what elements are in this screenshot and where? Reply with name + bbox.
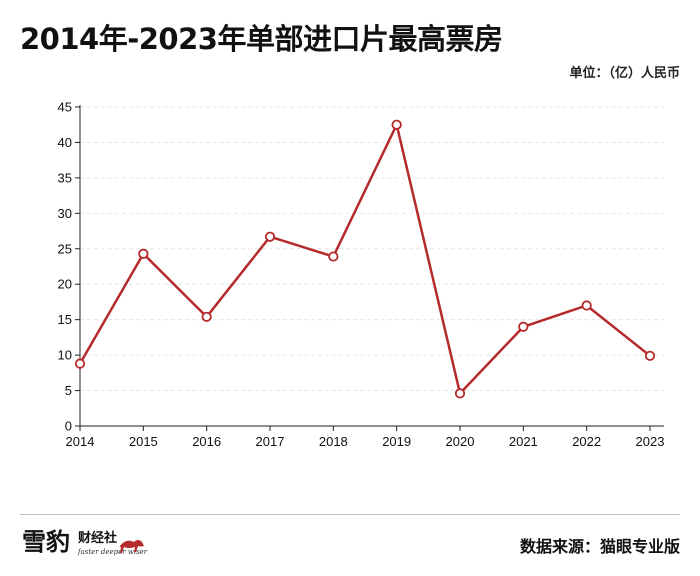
data-point-2019 — [391, 119, 402, 130]
x-tick-label: 2020 — [446, 434, 475, 449]
series-polyline — [78, 123, 651, 395]
x-tick-label: 2014 — [66, 434, 95, 449]
data-point-2021 — [518, 321, 529, 332]
y-tick-label: 30 — [58, 206, 72, 221]
logo-big-text: 雪豹 — [22, 527, 70, 556]
data-point-2016 — [201, 311, 212, 322]
unit-label: 单位：（亿）人民币 — [569, 66, 680, 81]
data-point-2017 — [264, 231, 276, 242]
y-tick-label: 20 — [58, 277, 72, 292]
y-tick-label: 45 — [58, 100, 72, 115]
data-source: 数据来源：猫眼专业版 — [519, 537, 680, 556]
series-line — [78, 123, 651, 395]
logo-tagline: faster deeper wiser — [77, 548, 148, 556]
data-points — [74, 119, 656, 399]
y-tick-label: 10 — [58, 348, 72, 363]
y-tick-label: 35 — [58, 170, 72, 185]
data-point-2020 — [454, 388, 466, 399]
chart-title: 2014年-2023年单部进口片最高票房 — [20, 22, 503, 56]
x-tick-label: 2015 — [129, 434, 158, 449]
y-tick-label: 15 — [58, 312, 72, 327]
y-tick-label: 25 — [58, 241, 72, 256]
grid-lines — [80, 106, 664, 392]
logo-small-text: 财经社 — [78, 530, 117, 546]
logo: 雪豹 财经社 faster deeper wiser — [22, 527, 148, 556]
axes — [75, 105, 664, 431]
x-tick-label: 2023 — [636, 434, 665, 449]
footer-divider — [20, 514, 680, 515]
x-tick-label: 2021 — [509, 434, 538, 449]
x-tick-label: 2017 — [256, 434, 285, 449]
data-point-2023 — [644, 350, 656, 361]
x-tick-label: 2016 — [192, 434, 221, 449]
y-tick-label: 5 — [65, 383, 72, 398]
x-tick-label: 2018 — [319, 434, 348, 449]
leopard-icon — [119, 540, 144, 553]
y-tick-labels: 0 5 10 15 20 25 30 35 40 45 — [58, 100, 72, 434]
data-point-2015 — [138, 248, 149, 259]
data-point-2014 — [74, 358, 86, 369]
x-tick-labels: 2014 2015 2016 2017 2018 2019 2020 2021 2022 2023 — [66, 434, 665, 449]
x-tick-label: 2022 — [572, 434, 601, 449]
y-tick-label: 0 — [65, 419, 72, 434]
data-point-2022 — [581, 300, 592, 311]
y-tick-label: 40 — [58, 135, 72, 150]
x-tick-label: 2019 — [382, 434, 411, 449]
data-point-2018 — [328, 251, 339, 262]
